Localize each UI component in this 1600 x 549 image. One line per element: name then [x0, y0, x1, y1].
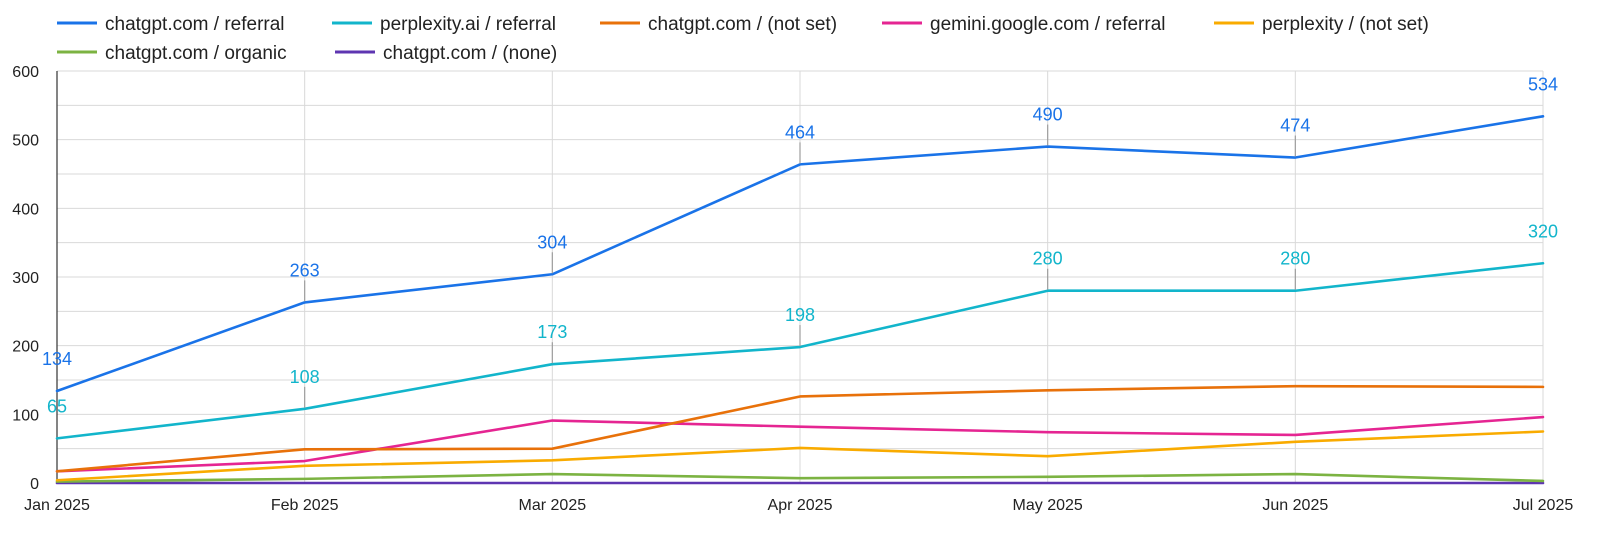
- legend-item[interactable]: perplexity / (not set): [1214, 14, 1429, 35]
- x-tick-label: Jan 2025: [24, 497, 90, 514]
- y-tick-label: 100: [12, 407, 39, 424]
- x-tick-label: Jun 2025: [1262, 497, 1328, 514]
- data-label: 134: [42, 349, 72, 369]
- data-label: 490: [1033, 105, 1063, 125]
- series-line: [55, 472, 1545, 483]
- series-lines: [55, 115, 1545, 485]
- y-tick-label: 400: [12, 201, 39, 218]
- x-axis-ticks: Jan 2025 Feb 2025 Mar 2025 Apr 2025 May 2025…: [24, 497, 1573, 514]
- y-tick-label: 200: [12, 339, 39, 356]
- series-line: [55, 415, 1545, 473]
- x-tick-label: Jul 2025: [1513, 497, 1574, 514]
- data-label: 198: [785, 305, 815, 325]
- legend-item[interactable]: chatgpt.com / (not set): [600, 14, 837, 35]
- legend-item[interactable]: gemini.google.com / referral: [882, 14, 1166, 35]
- legend-label: chatgpt.com / (not set): [648, 14, 837, 35]
- x-tick-label: Feb 2025: [271, 497, 339, 514]
- data-label: 474: [1280, 116, 1310, 136]
- series-line: [55, 384, 1545, 473]
- x-tick-label: Mar 2025: [519, 497, 587, 514]
- y-tick-label: 600: [12, 64, 39, 81]
- data-label: 173: [537, 322, 567, 342]
- y-tick-label: 0: [30, 476, 39, 493]
- x-tick-label: May 2025: [1013, 497, 1083, 514]
- data-label: 280: [1280, 249, 1310, 269]
- x-tick-label: Apr 2025: [768, 497, 833, 514]
- legend-label: perplexity / (not set): [1262, 14, 1429, 35]
- y-tick-label: 300: [12, 270, 39, 287]
- data-label: 304: [537, 232, 567, 252]
- legend-label: gemini.google.com / referral: [930, 14, 1166, 35]
- data-label: 65: [47, 396, 67, 416]
- legend-label: chatgpt.com / organic: [105, 43, 287, 64]
- series-line: [55, 115, 1545, 393]
- legend[interactable]: chatgpt.com / referral perplexity.ai / re…: [57, 14, 1429, 64]
- legend-label: perplexity.ai / referral: [380, 14, 556, 35]
- y-axis-ticks: 0 100 200 300 400 500 600: [12, 64, 39, 493]
- legend-label: chatgpt.com / (none): [383, 43, 557, 64]
- series-line: [55, 261, 1545, 440]
- legend-item[interactable]: chatgpt.com / referral: [57, 14, 285, 35]
- legend-item[interactable]: chatgpt.com / (none): [335, 43, 557, 64]
- data-label: 263: [290, 260, 320, 280]
- data-label: 534: [1528, 74, 1558, 94]
- data-labels: 134 263 304 464 490 474 534 65 108 173 198 280 280 32…: [42, 74, 1558, 416]
- legend-item[interactable]: perplexity.ai / referral: [332, 14, 556, 35]
- legend-label: chatgpt.com / referral: [105, 14, 285, 35]
- series-line: [55, 430, 1545, 482]
- data-label: 464: [785, 122, 815, 142]
- data-label: 320: [1528, 221, 1558, 241]
- legend-item[interactable]: chatgpt.com / organic: [57, 43, 287, 64]
- data-label: 280: [1033, 249, 1063, 269]
- y-tick-label: 500: [12, 133, 39, 150]
- data-label: 108: [290, 367, 320, 387]
